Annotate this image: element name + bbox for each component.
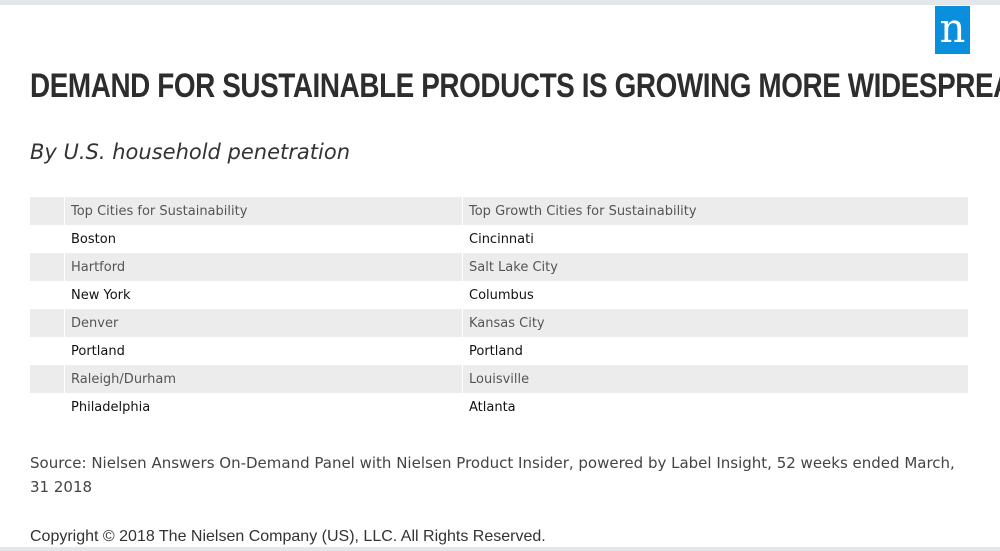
table-row-spacer: [30, 337, 65, 365]
table-cell-top-city: Hartford: [64, 253, 463, 281]
table-row: New York Columbus: [30, 281, 968, 309]
table-cell-growth-city: Salt Lake City: [462, 253, 968, 281]
table-cell-top-city: Philadelphia: [64, 393, 463, 421]
column-header-top-cities: Top Cities for Sustainability: [64, 197, 463, 225]
table-cell-growth-city: Atlanta: [462, 393, 968, 421]
table-row-spacer: [30, 281, 65, 309]
table-row: Hartford Salt Lake City: [30, 253, 968, 281]
table-cell-top-city: Raleigh/Durham: [64, 365, 463, 393]
table-cell-top-city: Portland: [64, 337, 463, 365]
table-row-spacer: [30, 225, 65, 253]
table-header-row: Top Cities for Sustainability Top Growth…: [30, 197, 968, 225]
table-cell-top-city: Boston: [64, 225, 463, 253]
table-row-spacer: [30, 393, 65, 421]
nielsen-logo-icon: n: [935, 6, 970, 54]
table-cell-growth-city: Kansas City: [462, 309, 968, 337]
table-row-spacer: [30, 253, 65, 281]
top-border-bar: [0, 0, 1000, 5]
bottom-border-bar: [0, 547, 1000, 551]
table-row-spacer: [30, 365, 65, 393]
table-row: Portland Portland: [30, 337, 968, 365]
table-row: Philadelphia Atlanta: [30, 393, 968, 421]
table-cell-growth-city: Columbus: [462, 281, 968, 309]
table-row: Denver Kansas City: [30, 309, 968, 337]
table-row: Boston Cincinnati: [30, 225, 968, 253]
page-subtitle: By U.S. household penetration: [30, 140, 351, 164]
table-cell-top-city: Denver: [64, 309, 463, 337]
table-cell-top-city: New York: [64, 281, 463, 309]
source-note: Source: Nielsen Answers On-Demand Panel …: [30, 454, 955, 496]
page-title: DEMAND FOR SUSTAINABLE PRODUCTS IS GROWI…: [30, 67, 1000, 105]
table-row: Raleigh/Durham Louisville: [30, 365, 968, 393]
table-row-spacer: [30, 197, 65, 225]
table-cell-growth-city: Portland: [462, 337, 968, 365]
table-cell-growth-city: Louisville: [462, 365, 968, 393]
table-cell-growth-city: Cincinnati: [462, 225, 968, 253]
cities-table: Top Cities for Sustainability Top Growth…: [30, 197, 968, 421]
table-row-spacer: [30, 309, 65, 337]
copyright-notice: Copyright © 2018 The Nielsen Company (US…: [30, 528, 546, 545]
column-header-top-growth-cities: Top Growth Cities for Sustainability: [462, 197, 968, 225]
